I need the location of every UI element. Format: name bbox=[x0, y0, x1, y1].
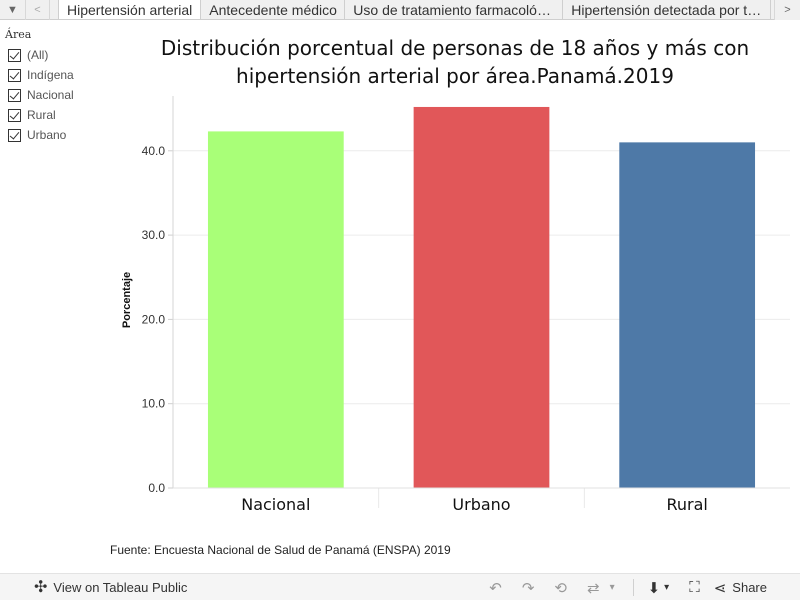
undo-icon[interactable]: ↶ bbox=[489, 579, 502, 597]
filter-label: (All) bbox=[27, 48, 49, 62]
filter-label: Urbano bbox=[27, 128, 67, 142]
view-on-tableau-link[interactable]: ✣ View on Tableau Public bbox=[0, 577, 187, 597]
checkbox-icon[interactable] bbox=[8, 108, 21, 122]
tab-scroll-left-icon[interactable]: < bbox=[25, 0, 50, 20]
dropdown-caret-icon[interactable]: ▾ bbox=[609, 582, 615, 593]
tab-menu-caret-down-icon[interactable]: ▼ bbox=[7, 3, 18, 16]
tab-scroll-right-icon[interactable]: > bbox=[774, 0, 800, 20]
checkbox-icon[interactable] bbox=[8, 128, 21, 142]
x-tick-label: Rural bbox=[666, 495, 707, 514]
area-filter: Área (All) Indígena Nacional Rural Urban… bbox=[5, 28, 74, 145]
filter-label: Indígena bbox=[27, 68, 74, 82]
pause-updates-icon[interactable]: ⇄ bbox=[586, 579, 600, 597]
checkbox-icon[interactable] bbox=[8, 68, 21, 82]
bar-rural bbox=[619, 142, 756, 488]
bar-nacional bbox=[207, 131, 344, 489]
y-tick-label: 0.0 bbox=[148, 481, 165, 495]
chart-title: Distribución porcentual de personas de 1… bbox=[160, 36, 750, 88]
filter-label: Rural bbox=[27, 108, 56, 122]
filter-item-rural[interactable]: Rural bbox=[5, 105, 74, 125]
y-tick-label: 30.0 bbox=[142, 228, 166, 242]
bar-urbano bbox=[413, 106, 550, 488]
y-axis-label: Porcentaje bbox=[121, 272, 133, 328]
source-note: Fuente: Encuesta Nacional de Salud de Pa… bbox=[110, 543, 451, 557]
tableau-logo-icon: ✣ bbox=[34, 579, 48, 596]
filter-title: Área bbox=[5, 28, 32, 41]
fullscreen-icon[interactable]: ⛶ bbox=[689, 579, 700, 596]
y-tick-label: 20.0 bbox=[142, 312, 166, 326]
bar-chart: 0.0 10.0 20.0 30.0 40.0 Porcentaje Nacional Urb… bbox=[121, 96, 790, 514]
x-tick-label: Nacional bbox=[241, 495, 310, 514]
tab-hipertension-detectada[interactable]: Hipertensión detectada por test bbox=[563, 0, 772, 19]
checkbox-icon[interactable] bbox=[8, 48, 21, 62]
filter-item-urbano[interactable]: Urbano bbox=[5, 125, 74, 145]
redo-icon[interactable]: ↷ bbox=[521, 579, 535, 597]
download-icon[interactable]: ⬇ bbox=[647, 579, 661, 597]
tab-hipertension-arterial[interactable]: Hipertensión arterial bbox=[58, 0, 202, 19]
tab-antecedente-medico[interactable]: Antecedente médico bbox=[201, 0, 346, 19]
download-caret-icon[interactable]: ▾ bbox=[664, 582, 670, 593]
y-tick-label: 10.0 bbox=[142, 397, 166, 411]
checkbox-icon[interactable] bbox=[8, 88, 21, 102]
filter-item-nacional[interactable]: Nacional bbox=[5, 85, 74, 105]
share-button[interactable]: ⋖ Share bbox=[714, 579, 767, 597]
filter-item-all[interactable]: (All) bbox=[5, 45, 74, 65]
y-tick-label: 40.0 bbox=[142, 144, 166, 158]
x-tick-label: Urbano bbox=[452, 495, 510, 514]
filter-item-indigena[interactable]: Indígena bbox=[5, 65, 74, 85]
view-on-tableau-label: View on Tableau Public bbox=[53, 579, 188, 595]
revert-icon[interactable]: ⟲ bbox=[554, 579, 567, 597]
share-label: Share bbox=[732, 580, 767, 595]
filter-label: Nacional bbox=[27, 88, 74, 102]
toolbar-divider bbox=[632, 579, 634, 596]
bottom-toolbar: ✣ View on Tableau Public ↶ ↷ ⟲ ⇄ ▾ ⬇ ▾ ⛶… bbox=[0, 573, 800, 600]
tab-uso-tratamiento[interactable]: Uso de tratamiento farmacológico bbox=[345, 0, 564, 19]
share-icon: ⋖ bbox=[713, 579, 727, 597]
sheet-tab-bar: ▼ < Hipertensión arterial Antecedente mé… bbox=[0, 0, 800, 20]
